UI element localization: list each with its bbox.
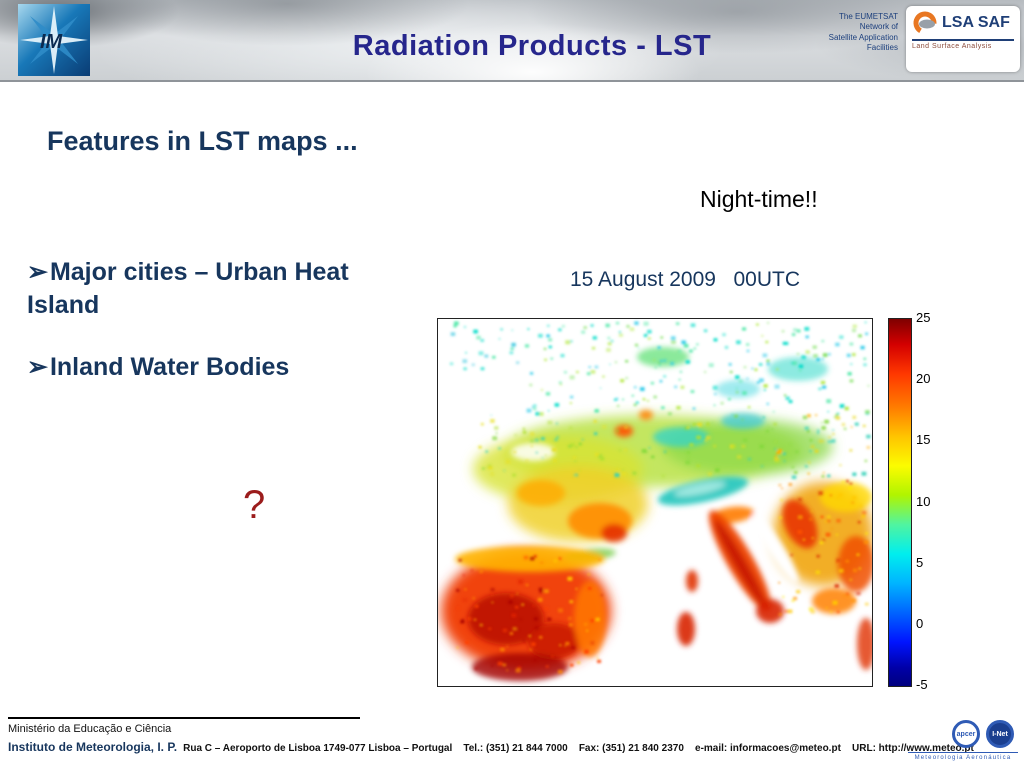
lsa-saf-name: LSA SAF <box>942 14 1010 31</box>
arrow-bullet-icon: ➢ <box>27 258 48 286</box>
contact-details-label: Rua C – Aeroporto de Lisboa 1749-077 Lis… <box>183 743 974 754</box>
footer-divider <box>8 717 360 719</box>
map-datetime-label: 15 August 2009 00UTC <box>570 268 800 291</box>
lsa-saf-divider <box>912 39 1014 41</box>
header-cloud-banner: IM Radiation Products - LST The EUMETSAT… <box>0 0 1024 82</box>
ministry-label: Ministério da Educação e Ciência <box>8 723 172 735</box>
im-institute-logo-icon: IM <box>18 4 90 76</box>
temperature-colorbar <box>888 318 912 687</box>
bullet-item-inland-water-bodies: ➢Inland Water Bodies <box>27 351 427 384</box>
apcer-cert-logo-icon: apcer <box>952 720 980 748</box>
colorbar-tick-labels: 25 20 15 10 5 0 -5 <box>916 310 952 692</box>
eumetsat-network-label: The EUMETSAT Network of Satellite Applic… <box>828 12 898 53</box>
colorbar-tick-5: 5 <box>916 554 924 570</box>
im-logo-text: IM <box>40 31 64 53</box>
section-heading: Features in LST maps ... <box>47 126 358 156</box>
footer-contact-row: Instituto de Meteorologia, I. P. Rua C – … <box>8 738 974 756</box>
colorbar-tick-15: 15 <box>916 432 931 448</box>
colorbar-tick-neg5: -5 <box>916 677 928 692</box>
bullet-list: ➢Major cities – Urban Heat Island ➢Inlan… <box>27 256 427 414</box>
lsa-saf-swirl-icon <box>913 11 937 35</box>
lsa-saf-logo: LSA SAF Land Surface Analysis <box>906 6 1020 72</box>
lst-map-image <box>438 319 872 686</box>
slide-title: Radiation Products - LST <box>352 30 712 62</box>
colorbar-tick-0: 0 <box>916 615 924 631</box>
bullet-text: Major cities – Urban Heat Island <box>27 258 349 319</box>
meteorologia-aeronautica-label: Meteorologia Aeronáutica <box>908 752 1018 761</box>
certification-logos: apcer I-Net <box>952 720 1014 748</box>
night-time-label: Night-time!! <box>700 186 818 212</box>
bullet-item-urban-heat-island: ➢Major cities – Urban Heat Island <box>27 256 427 321</box>
colorbar-tick-20: 20 <box>916 371 931 387</box>
lst-map-figure <box>437 318 873 687</box>
colorbar-tick-10: 10 <box>916 493 931 509</box>
institute-label: Instituto de Meteorologia, I. P. <box>8 740 178 754</box>
inet-cert-logo-icon: I-Net <box>986 720 1014 748</box>
lsa-saf-subtitle: Land Surface Analysis <box>912 43 992 50</box>
bullet-text: Inland Water Bodies <box>49 353 290 381</box>
colorbar-tick-25: 25 <box>916 310 931 325</box>
question-mark-label: ? <box>243 483 266 527</box>
arrow-bullet-icon: ➢ <box>27 353 48 381</box>
